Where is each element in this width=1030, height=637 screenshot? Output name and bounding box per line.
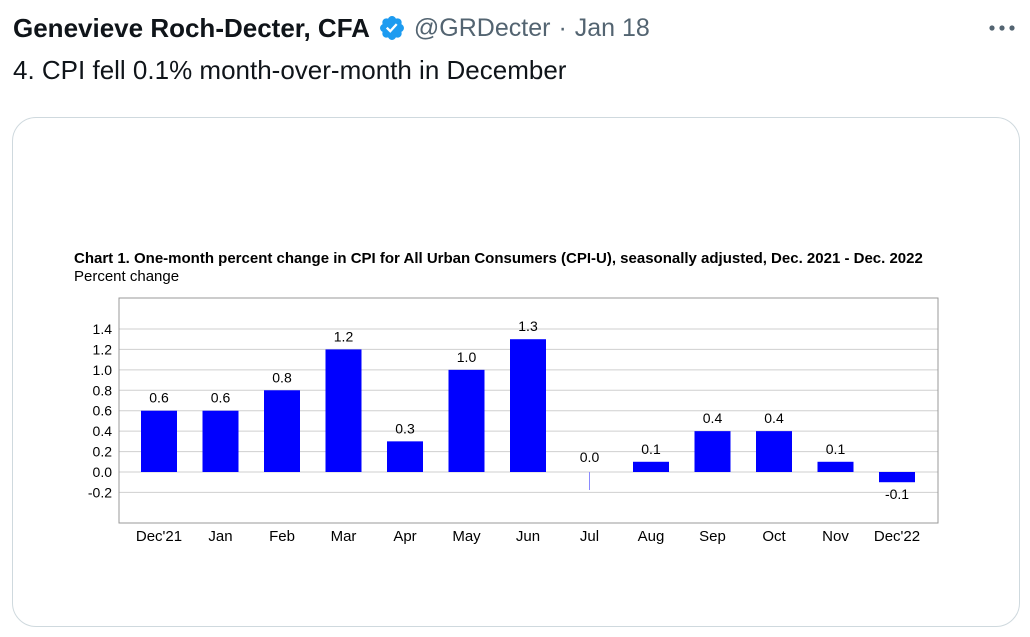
bar — [756, 431, 792, 472]
x-category-label: May — [452, 528, 481, 545]
bar — [879, 472, 915, 483]
value-label: 0.6 — [211, 390, 231, 406]
more-options-icon[interactable] — [986, 18, 1018, 38]
tweet-header: Genevieve Roch-Decter, CFA @GRDecter · J… — [13, 10, 650, 46]
y-tick-label: 0.4 — [93, 423, 113, 439]
value-label: 0.1 — [826, 441, 846, 457]
y-tick-label: 0.6 — [93, 403, 113, 419]
value-label: 0.3 — [395, 420, 415, 436]
tweet-text: 4. CPI fell 0.1% month-over-month in Dec… — [13, 55, 567, 85]
y-tick-label: 0.0 — [93, 464, 113, 480]
value-label: 0.0 — [580, 449, 600, 465]
y-tick-label: 1.2 — [93, 341, 113, 357]
x-category-label: Feb — [269, 528, 295, 545]
y-tick-label: -0.2 — [88, 484, 112, 500]
bar — [448, 369, 485, 472]
value-label: 0.4 — [764, 410, 784, 426]
value-label: 0.8 — [272, 369, 292, 385]
bar — [694, 431, 731, 472]
plot-frame — [118, 297, 939, 524]
bar — [202, 410, 239, 472]
header-separator: · — [558, 13, 567, 42]
bar — [264, 390, 300, 472]
value-label: 0.1 — [641, 441, 661, 457]
x-category-label: Dec'21 — [136, 528, 182, 545]
x-category-label: Oct — [762, 528, 786, 545]
bar — [325, 349, 362, 472]
x-category-label: Jul — [580, 528, 599, 545]
bar — [817, 461, 854, 472]
bar — [510, 339, 546, 472]
bar — [141, 410, 177, 472]
x-category-label: Jan — [208, 528, 232, 545]
y-tick-label: 0.8 — [93, 382, 113, 398]
tweet-date[interactable]: Jan 18 — [574, 13, 650, 42]
value-label: 1.0 — [457, 349, 477, 365]
y-tick-label: 1.4 — [93, 321, 113, 337]
author-handle[interactable]: @GRDecter — [413, 13, 551, 42]
value-label: 0.6 — [149, 390, 169, 406]
x-category-label: Aug — [638, 528, 665, 545]
y-tick-label: 0.2 — [93, 444, 113, 460]
author-name[interactable]: Genevieve Roch-Decter, CFA — [13, 12, 370, 43]
bar — [633, 461, 669, 472]
x-category-label: Apr — [393, 528, 416, 545]
x-category-label: Mar — [331, 528, 357, 545]
x-category-label: Nov — [822, 528, 849, 545]
value-label: -0.1 — [885, 486, 909, 502]
y-tick-label: 1.0 — [93, 362, 113, 378]
verified-badge-icon[interactable] — [378, 14, 406, 42]
value-label: 1.2 — [334, 328, 354, 344]
chart-ylabel: Percent change — [74, 268, 180, 285]
bar — [387, 441, 423, 472]
chart-title: Chart 1. One-month percent change in CPI… — [74, 250, 923, 267]
value-label: 1.3 — [518, 318, 538, 334]
value-label: 0.4 — [703, 410, 723, 426]
x-category-label: Dec'22 — [874, 528, 920, 545]
x-category-label: Jun — [516, 528, 540, 545]
x-category-label: Sep — [699, 528, 726, 545]
